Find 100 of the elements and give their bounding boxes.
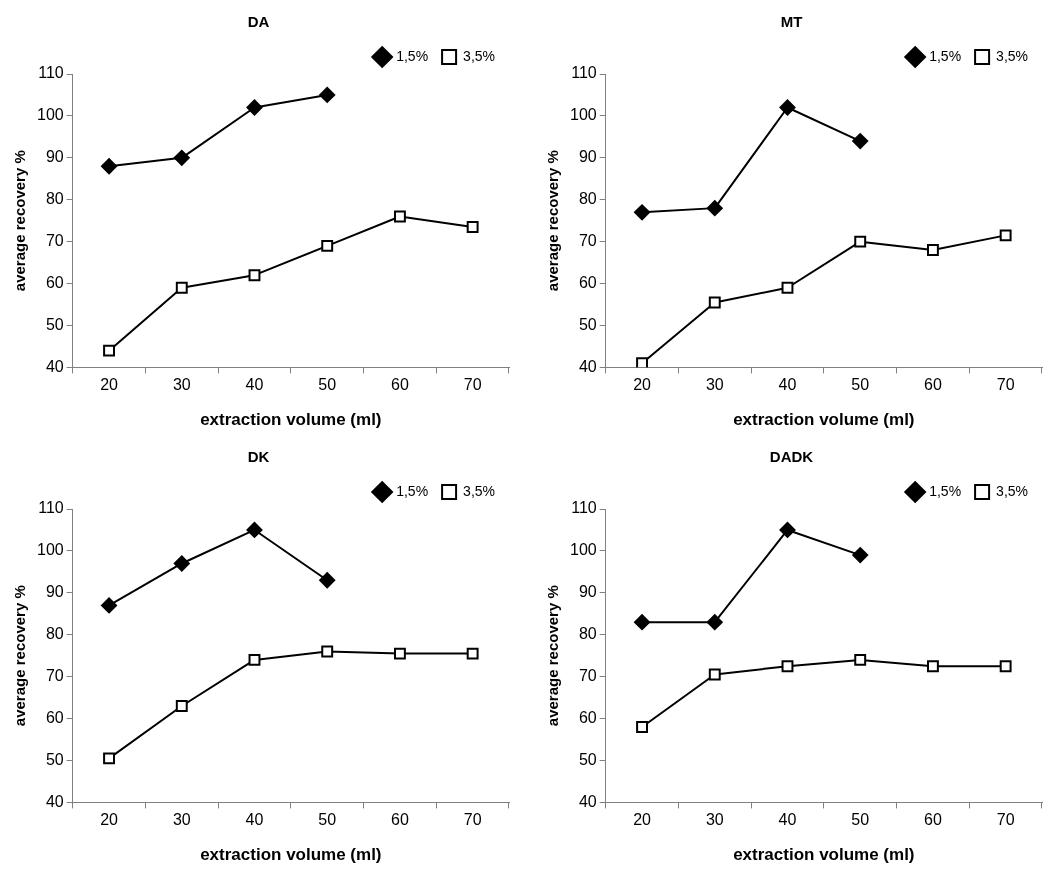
y-tick-label: 80 bbox=[578, 190, 597, 208]
legend-label: 1,5% bbox=[396, 482, 429, 499]
y-tick-label: 40 bbox=[578, 357, 597, 375]
x-tick-label: 20 bbox=[633, 811, 652, 829]
y-tick-label: 110 bbox=[38, 499, 64, 517]
chart-title: DA bbox=[247, 13, 270, 31]
y-tick-label: 90 bbox=[45, 583, 64, 601]
point bbox=[175, 700, 188, 712]
point bbox=[319, 572, 336, 589]
y-tick-label: 70 bbox=[45, 667, 64, 685]
x-tick-label: 20 bbox=[100, 376, 119, 394]
point bbox=[319, 86, 336, 103]
chart-title: DK bbox=[247, 448, 270, 466]
y-tick-label: 100 bbox=[36, 106, 64, 124]
point bbox=[926, 244, 939, 256]
y-tick-label: 100 bbox=[569, 106, 597, 124]
y-tick-label: 100 bbox=[36, 541, 64, 559]
point bbox=[101, 158, 118, 175]
point bbox=[708, 668, 721, 681]
x-tick-label: 60 bbox=[391, 811, 409, 829]
legend-label: 3,5% bbox=[463, 482, 496, 499]
y-axis-title: average recovery % bbox=[11, 585, 29, 727]
chart-title: DADK bbox=[769, 448, 814, 466]
y-tick-label: 90 bbox=[45, 148, 64, 166]
x-tick-label: 20 bbox=[633, 376, 652, 394]
x-tick-label: 20 bbox=[100, 811, 119, 829]
point bbox=[175, 281, 188, 294]
x-axis-title: extraction volume (ml) bbox=[200, 845, 382, 865]
point bbox=[246, 99, 263, 116]
y-tick-label: 100 bbox=[569, 541, 597, 559]
x-tick-label: 50 bbox=[318, 811, 337, 829]
legend-label: 1,5% bbox=[929, 47, 962, 64]
point bbox=[854, 653, 867, 666]
point bbox=[999, 229, 1012, 242]
y-tick-label: 80 bbox=[578, 625, 597, 643]
y-tick-label: 90 bbox=[578, 148, 597, 166]
x-tick-label: 70 bbox=[463, 376, 482, 394]
chart-title: MT bbox=[780, 13, 803, 31]
x-tick-label: 60 bbox=[924, 376, 942, 394]
x-tick-label: 50 bbox=[318, 376, 337, 394]
y-tick-label: 50 bbox=[578, 315, 597, 333]
x-tick-label: 30 bbox=[705, 811, 724, 829]
x-tick-label: 70 bbox=[996, 376, 1015, 394]
y-tick-label: 110 bbox=[38, 64, 64, 82]
legend-label: 3,5% bbox=[996, 47, 1029, 64]
x-tick-label: 50 bbox=[851, 811, 870, 829]
point bbox=[103, 752, 115, 765]
x-tick-label: 40 bbox=[778, 811, 797, 829]
y-axis-title: average recovery % bbox=[11, 150, 29, 292]
x-tick-label: 40 bbox=[245, 376, 264, 394]
y-tick-label: 70 bbox=[578, 667, 597, 685]
point bbox=[248, 269, 261, 282]
legend-label: 1,5% bbox=[929, 482, 962, 499]
point bbox=[854, 235, 867, 248]
x-tick-label: 60 bbox=[924, 811, 942, 829]
point bbox=[173, 149, 190, 166]
point bbox=[999, 660, 1012, 673]
y-tick-label: 50 bbox=[578, 750, 597, 768]
y-tick-label: 60 bbox=[45, 273, 64, 291]
point bbox=[321, 239, 334, 252]
point bbox=[321, 645, 334, 658]
x-tick-label: 70 bbox=[463, 811, 482, 829]
point bbox=[852, 133, 869, 150]
x-tick-label: 30 bbox=[705, 376, 724, 394]
y-axis-title: average recovery % bbox=[544, 150, 562, 292]
x-tick-label: 30 bbox=[172, 376, 191, 394]
point bbox=[466, 221, 479, 233]
point bbox=[246, 521, 263, 538]
point bbox=[779, 521, 796, 538]
y-tick-label: 40 bbox=[578, 792, 597, 810]
legend-label: 1,5% bbox=[396, 47, 429, 64]
point bbox=[926, 660, 939, 673]
x-tick-label: 40 bbox=[778, 376, 797, 394]
point bbox=[781, 660, 794, 673]
y-tick-label: 110 bbox=[571, 64, 597, 82]
y-tick-label: 90 bbox=[578, 583, 597, 601]
x-tick-label: 30 bbox=[172, 811, 191, 829]
point bbox=[781, 281, 794, 294]
x-axis-title: extraction volume (ml) bbox=[733, 845, 915, 865]
point bbox=[706, 200, 723, 217]
point bbox=[706, 614, 723, 631]
y-tick-label: 80 bbox=[45, 190, 64, 208]
point bbox=[393, 210, 406, 223]
y-tick-label: 70 bbox=[578, 232, 597, 250]
x-tick-label: 50 bbox=[851, 376, 870, 394]
y-tick-label: 70 bbox=[45, 232, 64, 250]
point bbox=[636, 357, 648, 368]
y-tick-label: 60 bbox=[45, 708, 64, 726]
legend-label: 3,5% bbox=[996, 482, 1029, 499]
x-axis-title: extraction volume (ml) bbox=[733, 410, 915, 430]
y-tick-label: 80 bbox=[45, 625, 64, 643]
point bbox=[248, 653, 261, 666]
point bbox=[779, 99, 796, 116]
x-tick-label: 70 bbox=[996, 811, 1015, 829]
x-tick-label: 40 bbox=[245, 811, 264, 829]
point bbox=[466, 647, 479, 660]
point bbox=[708, 296, 721, 309]
point bbox=[634, 614, 651, 631]
point bbox=[393, 647, 406, 660]
x-axis-title: extraction volume (ml) bbox=[200, 410, 382, 430]
